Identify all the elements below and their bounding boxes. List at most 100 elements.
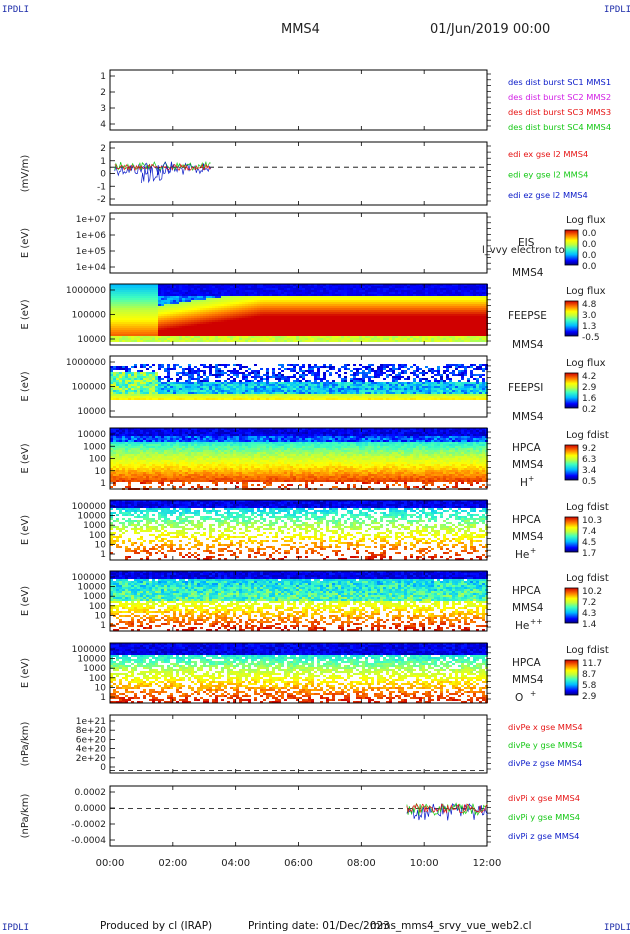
spectrogram-cells — [110, 643, 488, 703]
colorbar-label: 6.3 — [582, 455, 596, 465]
footer-produced-by: Produced by cl (IRAP) — [100, 920, 213, 932]
spacecraft-name: MMS4 — [512, 339, 544, 351]
species-charge: ++ — [530, 617, 543, 626]
colorbar-title: Log fdist — [566, 430, 609, 441]
date-title: 01/Jun/2019 00:00 — [430, 22, 551, 37]
spectrogram-cells — [110, 364, 488, 400]
series-burst — [141, 161, 173, 184]
y-tick-label: 100 — [89, 531, 106, 541]
footer-printing-date: Printing date: 01/Dec/2023 — [248, 920, 390, 932]
y-tick-label: -2 — [97, 195, 106, 205]
y-tick-label: 100 — [89, 602, 106, 612]
y-tick-label: 3 — [100, 104, 106, 114]
colorbar-label: 4.8 — [582, 300, 597, 310]
colorbar-label: 8.7 — [582, 670, 596, 680]
y-tick-label: 10000 — [77, 655, 106, 665]
y-tick-label: 10 — [95, 683, 107, 693]
colorbar-scale — [564, 229, 579, 266]
y-tick-label: 100000 — [72, 311, 107, 321]
y-tick-label: 1 — [100, 550, 106, 560]
y-tick-label: 10 — [95, 467, 107, 477]
panel-frame-9 — [109, 714, 488, 774]
y-tick-label: 10000 — [77, 430, 106, 440]
y-tick-label: 1000000 — [66, 358, 106, 368]
colorbar-label: 0.0 — [582, 251, 597, 261]
y-tick-label: 1000 — [83, 664, 106, 674]
colorbar-title: Log fdist — [566, 645, 609, 656]
corner-label-bottom-left: IPDLI — [2, 923, 30, 933]
time-axis-label: 06:00 — [284, 858, 313, 869]
y-tick-label: 2 — [100, 88, 106, 98]
y-tick-label: 1e+21 — [76, 717, 106, 727]
y-tick-label: 1e+07 — [76, 215, 106, 225]
time-axis-label: 08:00 — [347, 858, 376, 869]
y-axis-label: (mV/m) — [20, 155, 31, 193]
y-tick-label: 10000 — [77, 583, 106, 593]
colorbar-label: 2.9 — [582, 383, 597, 393]
spectrogram-cells — [110, 500, 488, 560]
colorbar-title: Log flux — [566, 286, 606, 297]
legend-entry: edi ex gse l2 MMS4 — [508, 149, 588, 159]
time-axis-label: 10:00 — [410, 858, 439, 869]
instrument-name: HPCA — [512, 585, 542, 597]
y-tick-label: 2e+20 — [76, 754, 107, 764]
y-tick-label: 1 — [100, 693, 106, 703]
y-tick-label: 1e+04 — [76, 263, 107, 273]
panel-frame-1 — [109, 141, 488, 206]
colorbar-scale — [564, 516, 579, 553]
species-label: H — [520, 477, 528, 489]
legend-entry: divPe y gse MMS4 — [508, 740, 583, 750]
y-tick-label: 2 — [100, 144, 106, 154]
y-tick-label: 0 — [100, 170, 106, 180]
series-trace-divPi-x-gse-MMS4 — [406, 803, 488, 814]
y-tick-label: 100000 — [72, 573, 107, 583]
y-tick-label: 10 — [95, 540, 107, 550]
colorbar-title: Log flux — [566, 215, 606, 226]
colorbar-title: Log fdist — [566, 573, 609, 584]
colorbar-label: 0.0 — [582, 240, 597, 250]
y-axis-label: E (eV) — [20, 371, 31, 401]
colorbar-label: 0.2 — [582, 405, 596, 415]
footer-script-name: mms_mms4_srvy_vue_web2.cl — [370, 920, 532, 932]
colorbar-label: 0.0 — [582, 262, 597, 272]
mission-title: MMS4 — [281, 22, 320, 37]
y-tick-label: 10000 — [77, 407, 106, 417]
colorbar-label: 2.9 — [582, 692, 597, 702]
colorbar-title: Log flux — [566, 358, 606, 369]
y-tick-label: 1000 — [83, 442, 106, 452]
colorbar-scale — [564, 444, 579, 481]
species-label: He — [515, 620, 529, 632]
y-axis-label: E (eV) — [20, 228, 31, 258]
time-axis-label: 02:00 — [158, 858, 187, 869]
colorbar-label: 4.2 — [582, 372, 596, 382]
y-tick-label: 1e+06 — [76, 231, 107, 241]
spectrogram-cells — [110, 428, 488, 490]
y-tick-label: 100 — [89, 674, 106, 684]
colorbar-label: 5.8 — [582, 681, 597, 691]
y-tick-label: 100000 — [72, 502, 107, 512]
legend-entry: des dist burst SC1 MMS1 — [508, 77, 611, 87]
y-tick-label: 1000 — [83, 521, 106, 531]
time-axis-label: 04:00 — [221, 858, 250, 869]
y-tick-label: 10000 — [77, 512, 106, 522]
colorbar-scale — [564, 659, 579, 696]
colorbar-label: 1.6 — [582, 394, 597, 404]
colorbar-scale — [564, 587, 579, 624]
y-tick-label: 0.0000 — [75, 804, 107, 814]
y-axis-label: (nPa/km) — [20, 722, 31, 767]
colorbar-scale — [564, 372, 579, 409]
colorbar-scale — [564, 300, 579, 337]
spacecraft-name: MMS4 — [512, 411, 544, 423]
y-tick-label: -0.0002 — [71, 820, 106, 830]
colorbar-label: 1.3 — [582, 322, 596, 332]
legend-entry: divPe x gse MMS4 — [508, 722, 583, 732]
y-tick-label: 100000 — [72, 383, 107, 393]
y-tick-label: 10 — [95, 611, 107, 621]
colorbar-label: 4.3 — [582, 609, 596, 619]
y-tick-label: 1 — [100, 621, 106, 631]
colorbar-label: 4.5 — [582, 538, 596, 548]
instrument-name: HPCA — [512, 514, 542, 526]
y-tick-label: 1 — [100, 72, 106, 82]
overlap-label: l_vvy electron to — [482, 245, 565, 256]
